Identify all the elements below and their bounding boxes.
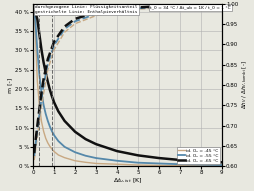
- Y-axis label: m [-]: m [-]: [7, 77, 12, 93]
- Legend: id. O₀ = -45 °C, id. O₀ = -55 °C, id. O₀ = -65 °C: id. O₀ = -45 °C, id. O₀ = -55 °C, id. O₀…: [176, 147, 219, 164]
- Text: durchgezogene Linie: Flüssigkeitsanteil
gestrichelte Linie: Enthalpieverhältnis: durchgezogene Linie: Flüssigkeitsanteil …: [35, 5, 137, 14]
- Text: t_0 = 34 °C / Δt_ub = 1K / t_0 = 1 °C: t_0 = 34 °C / Δt_ub = 1K / t_0 = 1 °C: [150, 5, 230, 9]
- X-axis label: $\Delta t_{u,ist}$ [K]: $\Delta t_{u,ist}$ [K]: [112, 177, 142, 185]
- Y-axis label: $\Delta h_V$ / $\Delta h_{V,kombi}$ [-]: $\Delta h_V$ / $\Delta h_{V,kombi}$ [-]: [240, 61, 248, 109]
